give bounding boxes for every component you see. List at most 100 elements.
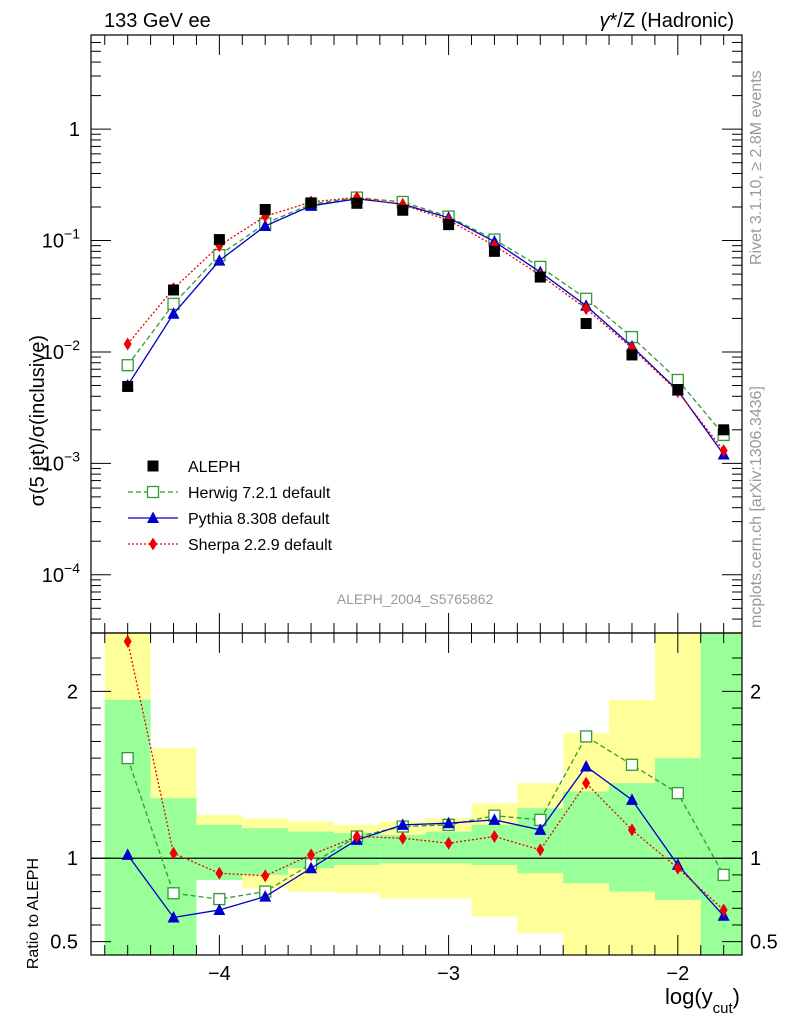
- main-data-point: [259, 203, 271, 215]
- x-axis-label: log(ycut): [665, 984, 740, 1017]
- legend-pythia-label: Pythia 8.308 default: [188, 511, 330, 528]
- main-data-point: [351, 197, 363, 209]
- legend-data-label: ALEPH: [188, 459, 240, 476]
- ratio-y-tick-label-right: 0.5: [750, 932, 778, 954]
- main-pythia-point: [213, 254, 226, 266]
- ratio-pythia-point: [213, 903, 226, 915]
- ratio-sherpa-point: [352, 830, 361, 844]
- ratio-herwig-point: [167, 887, 180, 900]
- ratio-sherpa-point: [719, 903, 728, 917]
- main-y-tick-label: 10−3: [42, 448, 80, 475]
- ratio-herwig-point: [671, 787, 684, 800]
- legend-sherpa-label: Sherpa 2.2.9 default: [188, 537, 333, 554]
- ratio-pythia-point: [121, 848, 134, 860]
- ratio-panel-axes: 2 2 1 1 0.5 0.5 −4 −3 −2: [50, 632, 778, 985]
- band-inner-bin: [654, 758, 701, 900]
- main-pythia-point: [167, 307, 180, 319]
- ratio-y-tick-label-left: 1: [67, 848, 78, 870]
- main-y-tick-label: 1: [69, 119, 80, 141]
- main-y-tick-label: 10−4: [42, 560, 80, 587]
- main-ylabel: σ(5 jet)/σ(inclusive): [27, 335, 49, 506]
- mcplots-reference-label: mcplots.cern.ch [arXiv:1306.3436]: [748, 386, 765, 628]
- ratio-pythia-point: [488, 813, 501, 825]
- main-sherpa-line: [127, 196, 725, 452]
- main-sherpa-point: [719, 444, 728, 458]
- x-tick-label: −4: [208, 963, 231, 985]
- ratio-sherpa-point: [627, 823, 636, 837]
- ratio-panel-series: [121, 634, 730, 923]
- ratio-pythia-point: [580, 759, 593, 772]
- ratio-sherpa-point: [398, 831, 407, 845]
- ratio-y-tick-label-left: 0.5: [50, 932, 78, 954]
- main-data-point: [305, 197, 317, 209]
- ratio-herwig-point: [213, 892, 226, 906]
- main-data-point: [213, 234, 225, 246]
- main-data-point: [488, 245, 500, 257]
- ratio-uncertainty-bands: [104, 633, 742, 955]
- legend-sherpa-marker: [149, 537, 157, 551]
- main-y-tick-label: 10−1: [42, 226, 80, 253]
- main-data-point: [397, 204, 409, 216]
- legend-herwig-label: Herwig 7.2.1 default: [188, 485, 331, 502]
- ratio-sherpa-point: [490, 830, 499, 844]
- analysis-id-label: ALEPH_2004_S5765862: [337, 591, 494, 607]
- ratio-sherpa-point: [444, 836, 453, 850]
- legend-herwig-marker: [146, 485, 160, 499]
- main-herwig-point: [671, 373, 684, 387]
- ratio-herwig-point: [717, 868, 730, 882]
- main-data-point: [443, 219, 455, 231]
- ratio-sherpa-line: [127, 641, 725, 911]
- legend: ALEPH Herwig 7.2.1 default Pythia 8.308 de…: [128, 459, 333, 554]
- ratio-ylabel: Ratio to ALEPH: [25, 858, 42, 969]
- band-inner-bin: [150, 798, 197, 955]
- main-data-point: [580, 318, 592, 330]
- main-data-point: [168, 284, 180, 296]
- main-data-point: [122, 380, 134, 392]
- ratio-y-tick-label-left: 2: [67, 681, 78, 703]
- ratio-herwig-point: [625, 758, 639, 771]
- ratio-herwig-point: [121, 751, 134, 765]
- legend-data-marker: [147, 460, 159, 472]
- band-inner-bin: [104, 699, 151, 955]
- ratio-herwig-point: [579, 730, 593, 743]
- x-tick-label: −3: [437, 963, 460, 985]
- ratio-y-tick-label-right: 2: [750, 681, 761, 703]
- ratio-pythia-point: [396, 818, 409, 830]
- main-data-point: [534, 271, 546, 283]
- ratio-sherpa-point: [307, 848, 316, 862]
- ratio-sherpa-point: [215, 866, 224, 880]
- header-left-title: 133 GeV ee: [104, 10, 211, 32]
- header-right-title: γ*/Z (Hadronic): [600, 10, 734, 32]
- main-panel-series: [121, 190, 730, 460]
- ratio-herwig-line: [127, 735, 725, 900]
- ratio-sherpa-point: [123, 634, 132, 648]
- main-data-point: [718, 424, 730, 436]
- ratio-pythia-point: [534, 823, 547, 835]
- main-y-tick-label: 10−2: [42, 337, 80, 364]
- main-pythia-line: [127, 198, 725, 455]
- ratio-y-tick-label-right: 1: [750, 848, 761, 870]
- ratio-pythia-point: [442, 816, 455, 829]
- ratio-pythia-point: [305, 861, 318, 874]
- main-sherpa-point: [582, 302, 591, 316]
- main-data-point: [626, 349, 638, 361]
- main-sherpa-point: [123, 337, 132, 351]
- main-pythia-point: [259, 219, 272, 232]
- x-tick-label: −2: [666, 963, 689, 985]
- ratio-sherpa-point: [536, 843, 545, 857]
- ratio-sherpa-point: [169, 846, 178, 860]
- band-inner-bin: [700, 633, 742, 955]
- ratio-pythia-point: [167, 910, 180, 923]
- ratio-sherpa-point: [673, 861, 682, 875]
- ratio-sherpa-point: [261, 869, 270, 883]
- rivet-version-label: Rivet 3.1.10, ≥ 2.8M events: [748, 70, 765, 265]
- main-panel-axes: 1 10−1 10−2 10−3 10−4: [42, 34, 743, 634]
- legend-pythia-marker: [147, 511, 159, 523]
- main-herwig-line: [127, 196, 725, 436]
- band-inner-bin: [242, 828, 289, 875]
- ratio-frame: [90, 632, 743, 956]
- band-inner-bin: [563, 791, 610, 884]
- ratio-pythia-point: [625, 793, 638, 805]
- main-herwig-point: [121, 359, 134, 372]
